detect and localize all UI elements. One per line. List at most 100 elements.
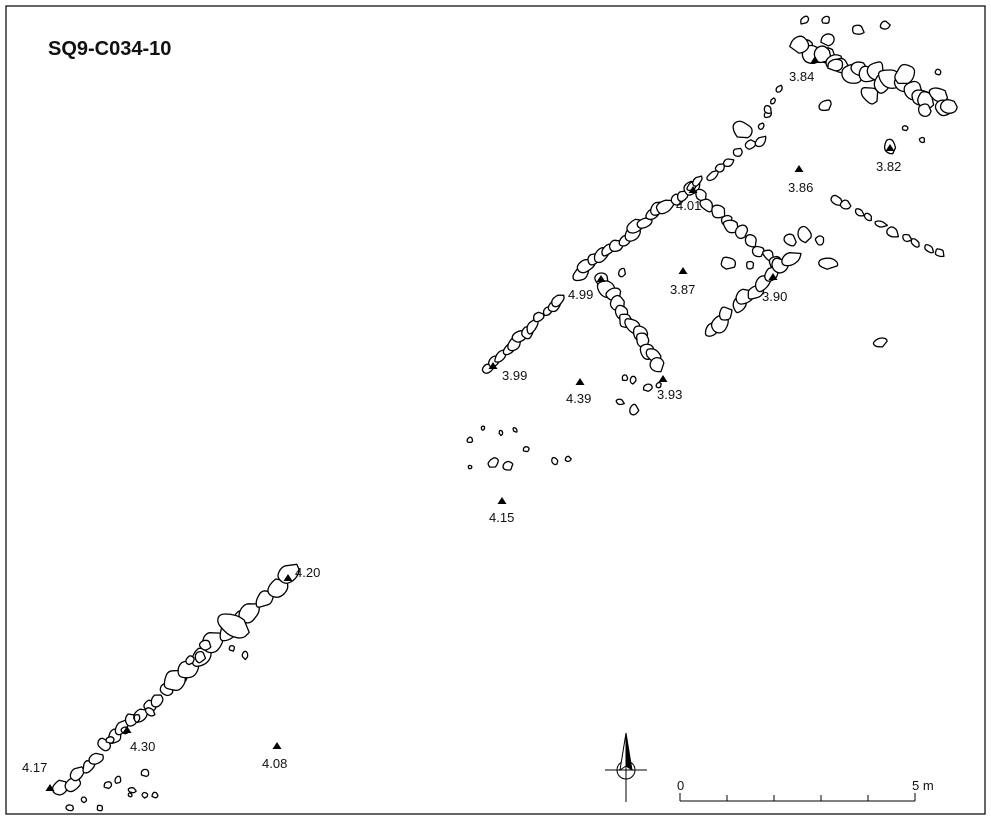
stone-outline: [277, 563, 300, 584]
triangle-marker-icon: [488, 362, 498, 369]
stone-outline: [466, 436, 474, 444]
north-arrow-icon: [605, 732, 647, 802]
stone-outline: [872, 337, 888, 348]
elevation-point: 4.20: [283, 565, 320, 581]
stone-outline: [618, 267, 627, 278]
stone-outline: [194, 650, 207, 664]
stone-outline: [763, 105, 772, 114]
stone-outline: [127, 792, 133, 798]
stone-outline: [502, 460, 514, 471]
stone-outline: [636, 217, 653, 229]
stone-outline: [860, 87, 879, 105]
stone-outline: [820, 33, 835, 47]
stone-outline: [732, 147, 743, 157]
stone-outline: [818, 99, 832, 112]
triangle-marker-icon: [45, 784, 55, 791]
triangle-marker-icon: [885, 144, 895, 151]
elevation-label: 3.99: [502, 368, 527, 383]
elevation-point: 4.08: [262, 742, 287, 771]
stone-outline: [64, 777, 82, 793]
stone-outline: [839, 199, 852, 210]
scale-bar: 0 5 m: [677, 778, 934, 802]
triangle-marker-icon: [497, 497, 507, 504]
elevation-label: 4.08: [262, 756, 287, 771]
stone-outline: [150, 694, 164, 708]
stone-outline: [720, 256, 737, 270]
elevation-point: 4.15: [489, 497, 514, 525]
triangle-marker-icon: [658, 375, 668, 382]
stone-outline: [532, 311, 545, 323]
stone-outline: [642, 383, 653, 392]
stone-outline: [267, 578, 289, 598]
stone-outline: [522, 446, 530, 453]
triangle-marker-icon: [678, 267, 688, 274]
elevation-point: 3.90: [762, 273, 787, 304]
scale-start-label: 0: [677, 778, 684, 793]
stone-outline: [827, 58, 844, 72]
elevation-label: 3.93: [657, 387, 682, 402]
stone-outline: [939, 99, 958, 114]
triangle-marker-icon: [596, 275, 606, 282]
elevation-label: 4.15: [489, 510, 514, 525]
elevation-point: 4.30: [122, 726, 155, 754]
triangle-marker-icon: [122, 726, 132, 733]
stone-outline: [734, 224, 749, 240]
stone-outline: [512, 427, 518, 433]
stone-outline: [783, 233, 797, 247]
elevation-points: 3.84 3.82 3.86 4.01 3.87 4.99 3.90 3.99: [22, 56, 901, 791]
elevation-label: 4.30: [130, 739, 155, 754]
stone-outline: [105, 736, 115, 744]
elevation-label: 3.84: [789, 69, 814, 84]
triangle-marker-icon: [272, 742, 282, 749]
stone-outline: [65, 804, 75, 812]
elevation-label: 3.90: [762, 289, 787, 304]
stone-outline: [917, 103, 932, 118]
stone-outline: [96, 804, 104, 812]
triangle-marker-icon: [575, 378, 585, 385]
stone-outline: [746, 260, 755, 270]
stone-outline: [818, 257, 839, 270]
stone-outline: [781, 252, 802, 267]
stone-outline: [821, 15, 830, 24]
stone-outline: [564, 455, 572, 463]
stone-outline: [732, 120, 753, 139]
stone-outline: [487, 457, 499, 468]
stone-outline: [151, 791, 159, 799]
elevation-label: 3.82: [876, 159, 901, 174]
stone-outline: [918, 136, 925, 144]
elevation-point: 4.39: [566, 378, 591, 406]
stone-outline: [498, 429, 504, 437]
stone-outline: [886, 226, 900, 238]
stone-outline: [615, 398, 625, 406]
stone-outline: [751, 245, 765, 258]
elevation-point: 3.93: [657, 375, 682, 402]
stone-outline: [852, 24, 865, 35]
elevation-point: 3.99: [488, 362, 527, 383]
stone-outline: [854, 208, 866, 217]
stone-outline: [901, 125, 909, 132]
stone-outline: [934, 248, 945, 258]
stone-outline: [879, 20, 891, 30]
elevation-label: 4.20: [295, 565, 320, 580]
stone-outline: [797, 225, 812, 244]
map-frame: [5, 5, 986, 815]
triangle-marker-icon: [688, 186, 698, 193]
stone-outline: [127, 787, 137, 794]
stone-outline: [480, 425, 486, 431]
elevation-label: 4.39: [566, 391, 591, 406]
stone-outline: [699, 198, 714, 213]
stone-outline: [551, 456, 559, 466]
stone-outline: [621, 374, 629, 382]
plan-title: SQ9-C034-10: [48, 38, 171, 60]
stone-outline: [144, 707, 156, 717]
stone-outline: [241, 650, 249, 661]
stone-outline: [467, 464, 473, 470]
elevation-point: 3.87: [670, 267, 695, 297]
stone-outline: [800, 15, 810, 25]
stone-outline: [133, 714, 141, 724]
stone-outline: [88, 752, 104, 765]
stone-outline: [103, 781, 113, 790]
stone-outline: [934, 68, 942, 76]
scale-end-label: 5 m: [912, 778, 934, 793]
stone-outline: [902, 233, 913, 243]
